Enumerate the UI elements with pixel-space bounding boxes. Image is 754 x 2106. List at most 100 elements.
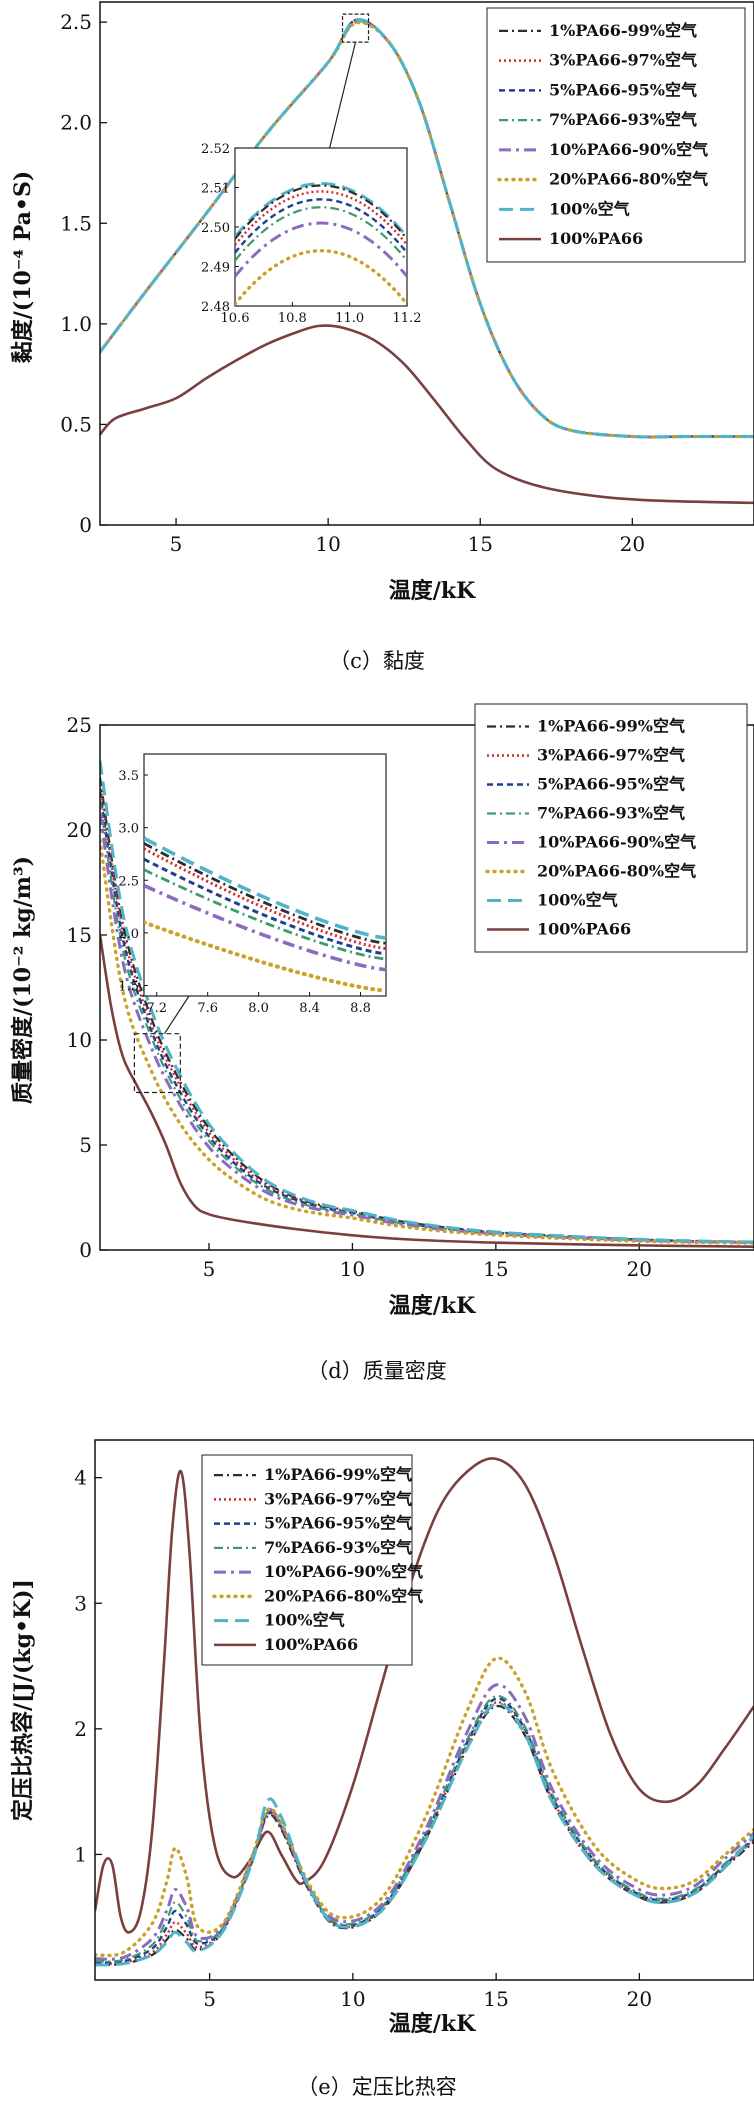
inset-line-20pctpa66-80pct bbox=[144, 920, 386, 993]
inset-y-tick-label: 1.5 bbox=[118, 979, 139, 994]
y-tick-label: 20 bbox=[67, 818, 92, 842]
inset-line-20pctpa66-80pct bbox=[235, 248, 407, 306]
inset-x-tick-label: 10.8 bbox=[278, 311, 307, 326]
panel-density: （d）质量密度 温度/kK 质量密度/(10⁻² kg/m³) bbox=[10, 856, 476, 1383]
series-line-100pctpa66 bbox=[100, 934, 754, 1248]
inset-x-tick-label: 8.0 bbox=[248, 1001, 269, 1016]
legend-label-3pctpa66-97pct: 3%PA66-97%空气 bbox=[264, 1489, 412, 1508]
inset-x-tick-label: 7.2 bbox=[146, 1001, 167, 1016]
legend-label-100pctpa66: 100%PA66 bbox=[264, 1635, 358, 1654]
legend-box bbox=[486, 7, 746, 263]
panel-specific-heat: （e）定压比热容 温度/kK 定压比热容/[J/(kg•K)] bbox=[10, 1579, 476, 2099]
inset-y-tick-label: 2.50 bbox=[201, 221, 230, 236]
chart-d: 5 10 15 20 0 5 10 15 20 25 1%PA66-99%空气 3%PA66-97%空… bbox=[67, 703, 754, 1281]
x-tick-label: 10 bbox=[315, 532, 340, 556]
legend-label-20pctpa66-80pct: 20%PA66-80%空气 bbox=[537, 862, 696, 881]
series-line-7pctpa66-93pct bbox=[95, 1695, 754, 1963]
legend-box bbox=[474, 703, 748, 953]
panel-viscosity: （c）黏度 温度/kK 黏度/(10⁻⁴ Pa•S) bbox=[10, 171, 476, 673]
legend-label-100pctpa66: 100%PA66 bbox=[537, 920, 631, 939]
x-tick-label: 20 bbox=[620, 532, 645, 556]
y-tick-label: 0.5 bbox=[60, 412, 92, 436]
legend-label-7pctpa66-93pct: 7%PA66-93%空气 bbox=[264, 1538, 412, 1557]
y-tick-label: 2 bbox=[74, 1717, 87, 1741]
series-group bbox=[100, 18, 754, 505]
x-tick-label: 5 bbox=[203, 1257, 216, 1281]
legend-box bbox=[201, 1454, 413, 1666]
legend-label-5pctpa66-95pct: 5%PA66-95%空气 bbox=[549, 80, 697, 99]
legend-label-100pctpa66: 100%PA66 bbox=[549, 229, 643, 248]
inset-series bbox=[144, 836, 386, 993]
series-line-3pctpa66-97pct bbox=[100, 783, 754, 1244]
legend-label-1pctpa66-99pct: 1%PA66-99%空气 bbox=[264, 1465, 412, 1484]
inset-line-10pctpa66-90pct bbox=[144, 883, 386, 972]
series-line-20pctpa66-80pct bbox=[95, 1656, 754, 1958]
inset-y-tick-label: 2.5 bbox=[118, 874, 139, 889]
inset-x-tick-label: 10.6 bbox=[221, 311, 250, 326]
x-tick-label: 10 bbox=[340, 1987, 365, 2011]
inset-y-tick-label: 2.0 bbox=[118, 927, 139, 942]
zoom-connector bbox=[163, 995, 190, 1035]
series-group bbox=[100, 760, 754, 1248]
inset-d: 7.2 7.6 8.0 8.4 8.8 1.5 2.0 2.5 3.0 3.5 bbox=[118, 753, 387, 1016]
inset-line-5pctpa66-95pct bbox=[144, 857, 386, 956]
y-tick-label: 2.0 bbox=[60, 111, 92, 135]
x-tick-label: 5 bbox=[203, 1987, 216, 2011]
inset-line-1pctpa66-99pct bbox=[235, 184, 407, 240]
y-tick-label: 1 bbox=[74, 1842, 87, 1866]
y-tick-label: 10 bbox=[67, 1028, 92, 1052]
inset-line-1pctpa66-99pct bbox=[144, 842, 386, 945]
inset-line-3pctpa66-97pct bbox=[235, 190, 407, 246]
x-axis-label-specific-heat: 温度/kK bbox=[389, 2011, 476, 2037]
inset-x-tick-label: 7.6 bbox=[197, 1001, 218, 1016]
inset-x-tick-label: 8.8 bbox=[350, 1001, 371, 1016]
inset-frame bbox=[143, 753, 387, 997]
x-tick-label: 20 bbox=[627, 1257, 652, 1281]
caption-specific-heat: （e）定压比热容 bbox=[297, 2075, 456, 2099]
legend-label-100pct: 100%空气 bbox=[549, 199, 630, 218]
x-tick-label: 15 bbox=[483, 1987, 508, 2011]
series-line-100pctpa66 bbox=[95, 1457, 754, 1934]
inset-y-tick-label: 2.52 bbox=[201, 142, 230, 157]
inset-line-5pctpa66-95pct bbox=[235, 198, 407, 254]
x-tick-label: 15 bbox=[483, 1257, 508, 1281]
legend-label-100pct: 100%空气 bbox=[537, 891, 618, 910]
y-axis-label-density: 质量密度/(10⁻² kg/m³) bbox=[10, 856, 36, 1104]
legend-label-100pct: 100%空气 bbox=[264, 1611, 345, 1630]
inset-series bbox=[235, 182, 407, 306]
inset-y-tick-label: 3.0 bbox=[118, 822, 139, 837]
inset-line-10pctpa66-90pct bbox=[235, 221, 407, 278]
y-tick-label: 2.5 bbox=[60, 10, 92, 34]
legend-label-5pctpa66-95pct: 5%PA66-95%空气 bbox=[537, 775, 685, 794]
x-tick-label: 15 bbox=[468, 532, 493, 556]
caption-density: （d）质量密度 bbox=[307, 1359, 446, 1383]
series-line-100pct bbox=[95, 1702, 754, 1967]
y-tick-label: 3 bbox=[74, 1591, 87, 1615]
legend-label-3pctpa66-97pct: 3%PA66-97%空气 bbox=[549, 51, 697, 70]
legend-label-20pctpa66-80pct: 20%PA66-80%空气 bbox=[549, 170, 708, 189]
x-axis-label-viscosity: 温度/kK bbox=[389, 578, 476, 604]
inset-c: 10.6 10.8 11.0 11.2 2.48 2.49 2.50 2.51 2.52 bbox=[201, 142, 421, 326]
y-tick-label: 1.5 bbox=[60, 211, 92, 235]
series-line-5pctpa66-95pct bbox=[95, 1697, 754, 1964]
legend-label-10pctpa66-90pct: 10%PA66-90%空气 bbox=[264, 1562, 423, 1581]
plot-frame bbox=[99, 724, 754, 1251]
y-tick-label: 4 bbox=[74, 1466, 87, 1490]
y-tick-label: 0 bbox=[79, 1238, 92, 1262]
series-line-1pctpa66-99pct bbox=[100, 777, 754, 1244]
x-tick-label: 20 bbox=[627, 1987, 652, 2011]
plot-frame bbox=[94, 1439, 754, 1981]
legend-label-1pctpa66-99pct: 1%PA66-99%空气 bbox=[549, 21, 697, 40]
legend-label-7pctpa66-93pct: 7%PA66-93%空气 bbox=[537, 804, 685, 823]
y-tick-label: 5 bbox=[79, 1133, 92, 1157]
legend-label-5pctpa66-95pct: 5%PA66-95%空气 bbox=[264, 1514, 412, 1533]
chart-c: 5 10 15 20 0 0.5 1.0 1.5 2.0 2.5 1%PA66-99%空气 3%PA6… bbox=[60, 1, 754, 556]
zoom-box bbox=[133, 1033, 181, 1094]
series-group bbox=[95, 1457, 754, 1967]
zoom-connector bbox=[329, 41, 357, 149]
series-line-10pctpa66-90pct bbox=[95, 1683, 754, 1961]
inset-x-tick-label: 8.4 bbox=[299, 1001, 320, 1016]
inset-frame bbox=[234, 147, 408, 307]
legend-label-10pctpa66-90pct: 10%PA66-90%空气 bbox=[549, 140, 708, 159]
inset-y-tick-label: 3.5 bbox=[118, 769, 139, 784]
